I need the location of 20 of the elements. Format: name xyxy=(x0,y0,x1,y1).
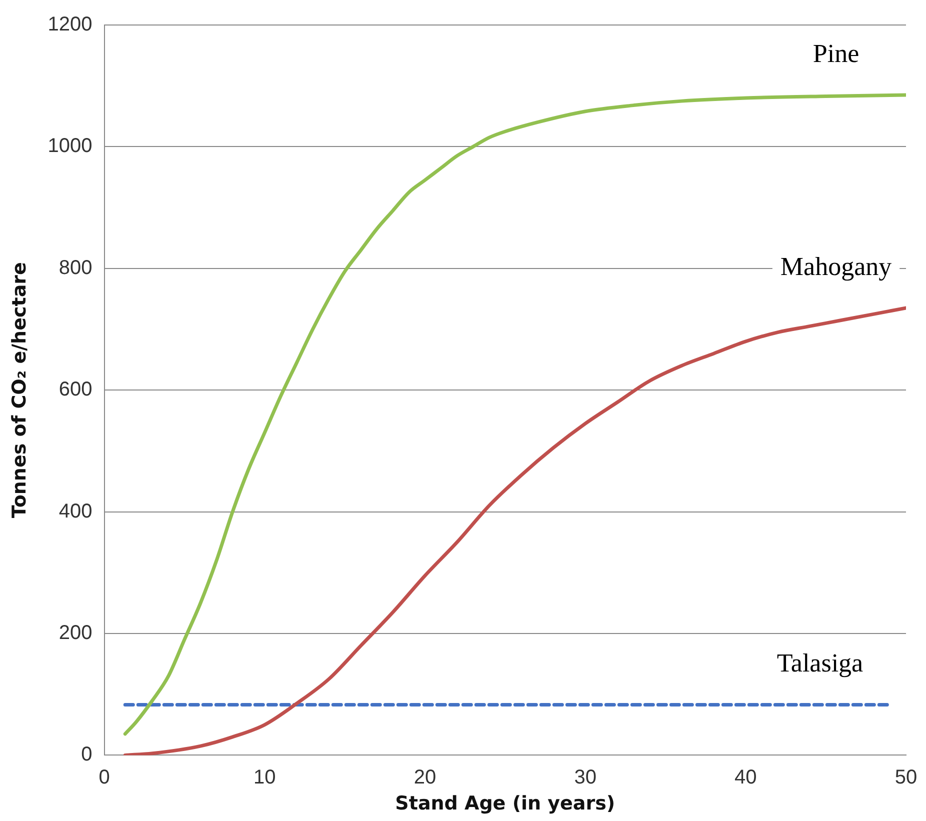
y-tick-label: 1000 xyxy=(48,135,92,158)
y-tick-label: 600 xyxy=(58,378,92,401)
x-tick-label: 30 xyxy=(574,766,596,789)
x-axis-title: Stand Age (in years) xyxy=(395,792,616,815)
y-tick-label: 0 xyxy=(81,744,92,766)
x-tick-label: 10 xyxy=(254,766,276,789)
x-tick-label: 40 xyxy=(734,766,757,789)
y-axis-title: Tonnes of CO₂ e/hectare xyxy=(8,262,30,518)
series-label: Pine xyxy=(812,38,860,68)
x-tick-label: 0 xyxy=(98,766,110,789)
x-tick-label: 20 xyxy=(414,766,436,789)
line-series xyxy=(123,93,906,736)
series-label: Talasiga xyxy=(776,648,864,678)
y-tick-label: 800 xyxy=(58,256,92,279)
y-tick-label: 200 xyxy=(58,622,92,644)
y-tick-label: 1200 xyxy=(48,14,92,36)
y-tick-label: 400 xyxy=(58,500,92,522)
line-series xyxy=(123,306,906,756)
x-tick-label: 50 xyxy=(894,766,918,789)
series-label: Mahogany xyxy=(780,252,892,281)
